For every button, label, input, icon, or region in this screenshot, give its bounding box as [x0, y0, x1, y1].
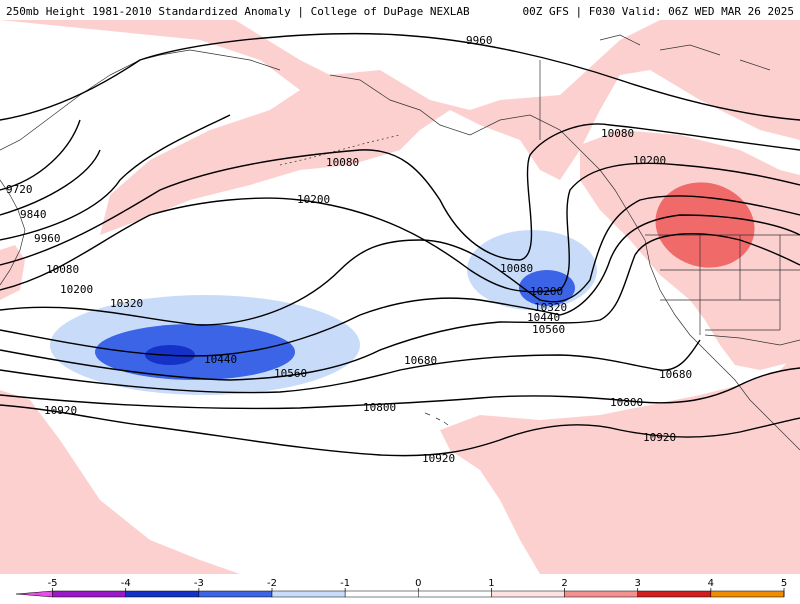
- contour-9840-west: [0, 149, 101, 216]
- colorbar-tick-label: -3: [194, 578, 204, 589]
- us-mexico-border: [704, 334, 800, 346]
- contour-label: 10200: [60, 283, 93, 296]
- contour-label: 10200: [530, 285, 563, 298]
- positive-anomaly-east-pacific: [440, 350, 800, 574]
- contour-labels: 9960 9720 9840 9960 10080 10200 10080 10…: [6, 34, 692, 465]
- anomaly-shading: [0, 20, 800, 574]
- alaska-coast: [329, 74, 581, 151]
- kamchatka-coast: [0, 69, 121, 151]
- colorbar-tick-label: -4: [121, 578, 131, 589]
- contour-10680: [0, 339, 701, 394]
- contour-label: 9840: [20, 208, 47, 221]
- colorbar-segment: [271, 590, 346, 598]
- contour-10920: [0, 404, 800, 457]
- hawaiian-islands: [424, 412, 449, 426]
- colorbar-tick-label: -1: [340, 578, 350, 589]
- height-contours: [0, 33, 800, 457]
- contour-label: 10320: [534, 301, 567, 314]
- colorbar-tick-label: -2: [267, 578, 277, 589]
- contour-label: 10800: [363, 401, 396, 414]
- contour-label: 10440: [204, 353, 237, 366]
- contour-label: 10680: [659, 368, 692, 381]
- colorbar-segment: [637, 590, 712, 598]
- contour-label: 10560: [274, 367, 307, 380]
- contour-10080-north: [0, 123, 800, 266]
- contour-label: 9720: [6, 183, 33, 196]
- contour-10440: [0, 214, 800, 357]
- colorbar-segments: [15, 590, 785, 598]
- contour-label: 10440: [527, 311, 560, 324]
- contour-10320: [0, 195, 800, 326]
- contour-label: 10320: [110, 297, 143, 310]
- colorbar-tick-label: -5: [48, 578, 58, 589]
- colorbar-segment: [710, 590, 785, 598]
- contour-label: 10080: [326, 156, 359, 169]
- colorbar-segment: [15, 590, 53, 598]
- colorbar-segment: [418, 590, 492, 598]
- moderate-negative-anomaly-central-pacific: [95, 324, 295, 380]
- contour-label: 10800: [610, 396, 643, 409]
- map-panel[interactable]: 9960 9720 9840 9960 10080 10200 10080 10…: [0, 20, 800, 574]
- contour-label: 10200: [633, 154, 666, 167]
- us-west-coast: [644, 239, 721, 366]
- aleutian-chain: [279, 134, 401, 166]
- colorbar-segment: [198, 590, 273, 598]
- map-title: 250mb Height 1981-2010 Standardized Anom…: [6, 5, 470, 18]
- contour-label: 10920: [44, 404, 77, 417]
- colorbar-ticks: -5 -4 -3 -2 -1 0 1 2 3 4 5: [48, 578, 787, 591]
- mexico-coast: [719, 364, 800, 451]
- contour-9720-west: [0, 119, 81, 191]
- colorbar-tick-label: 1: [488, 578, 494, 589]
- contour-9960-west: [0, 114, 231, 241]
- contour-label: 10200: [297, 193, 330, 206]
- canada-coast: [579, 149, 646, 241]
- contour-label: 9960: [34, 232, 61, 245]
- colorbar-segment: [52, 590, 126, 598]
- contour-label: 10080: [601, 127, 634, 140]
- contour-label: 10080: [500, 262, 533, 275]
- contour-label: 9960: [466, 34, 493, 47]
- coastlines: [0, 34, 800, 451]
- arctic-islands: [599, 34, 771, 71]
- colorbar-segment: [564, 590, 638, 598]
- colorbar-svg: -5 -4 -3 -2 -1 0 1 2 3 4 5: [15, 578, 787, 598]
- contour-label: 10680: [404, 354, 437, 367]
- colorbar-legend: -5 -4 -3 -2 -1 0 1 2 3 4 5: [0, 574, 800, 600]
- contour-label: 10920: [422, 452, 455, 465]
- contour-9960: [0, 33, 800, 121]
- moderate-negative-anomaly-gulf-of-alaska: [519, 270, 575, 306]
- colorbar-tick-label: 2: [561, 578, 567, 589]
- contour-label: 10080: [46, 263, 79, 276]
- model-run-info: 00Z GFS | F030 Valid: 06Z WED MAR 26 202…: [522, 5, 794, 18]
- map-svg[interactable]: 9960 9720 9840 9960 10080 10200 10080 10…: [0, 20, 800, 574]
- colorbar-segment: [491, 590, 565, 598]
- contour-10200: [0, 162, 800, 293]
- contour-label: 10560: [532, 323, 565, 336]
- japan-kurils-coast: [0, 179, 26, 286]
- colorbar-tick-label: 0: [415, 578, 421, 589]
- positive-anomaly-southwest: [0, 390, 240, 574]
- colorbar-tick-label: 5: [781, 578, 787, 589]
- colorbar-tick-label: 4: [708, 578, 714, 589]
- strong-positive-anomaly-pacific-northwest: [655, 182, 755, 268]
- map-header: 250mb Height 1981-2010 Standardized Anom…: [0, 0, 800, 20]
- colorbar-segment: [344, 590, 419, 598]
- positive-anomaly-west-edge: [0, 245, 25, 300]
- colorbar-segment: [125, 590, 200, 598]
- contour-10560: [0, 233, 800, 381]
- us-state-borders: [660, 235, 800, 335]
- contour-10800: [0, 367, 800, 410]
- contour-label: 10920: [643, 431, 676, 444]
- colorbar-tick-label: 3: [635, 578, 641, 589]
